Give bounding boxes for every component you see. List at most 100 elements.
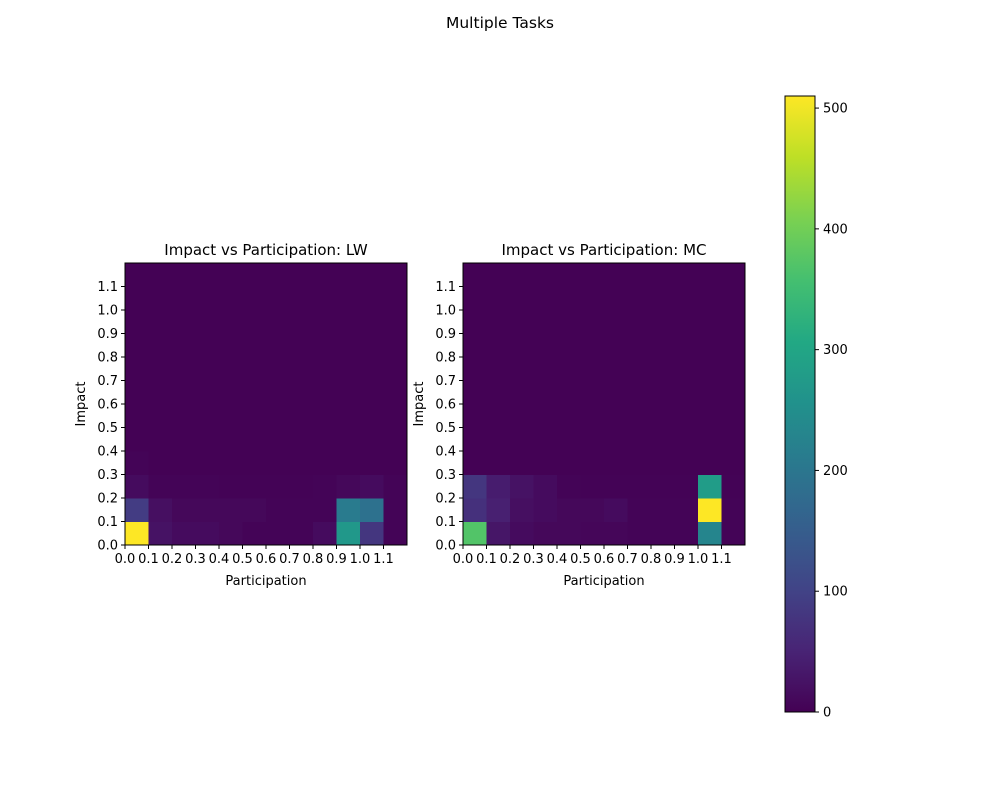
heatmap-cell: [627, 380, 652, 405]
heatmap-cell: [219, 333, 243, 358]
heatmap-cell: [510, 286, 534, 311]
heatmap-cell: [383, 310, 408, 334]
heatmap-cell: [360, 357, 384, 381]
heatmap-cell: [698, 333, 722, 358]
heatmap-cell: [721, 451, 746, 475]
heatmap-cell: [289, 310, 314, 334]
x-tick-label: 0.4: [209, 552, 230, 567]
heatmap-cell: [580, 474, 605, 499]
heatmap-cell: [627, 404, 652, 428]
x-tick-label: 0.9: [326, 552, 347, 567]
heatmap-cell: [721, 521, 746, 546]
heatmap-cell: [580, 333, 605, 358]
heatmap-cell: [651, 263, 675, 287]
heatmap-cell: [580, 286, 605, 311]
heatmap-cell: [721, 286, 746, 311]
heatmap-cell: [627, 498, 652, 522]
x-tick-label: 0.3: [185, 552, 206, 567]
heatmap-cell: [604, 286, 628, 311]
y-tick-label: 0.6: [97, 398, 118, 413]
heatmap-cell: [360, 380, 384, 405]
heatmap-cell: [242, 427, 267, 452]
heatmap-cell: [698, 263, 722, 287]
x-tick-label: 0.6: [594, 552, 615, 567]
heatmap-cell: [172, 333, 196, 358]
heatmap-cell: [148, 263, 173, 287]
y-axis-label: Impact: [412, 382, 427, 427]
heatmap-cell: [383, 427, 408, 452]
heatmap-cell: [242, 521, 267, 546]
heatmap-cell: [219, 286, 243, 311]
heatmap-cell: [698, 427, 722, 452]
heatmap-cell: [383, 521, 408, 546]
heatmap-cell: [627, 474, 652, 499]
heatmap-cell: [383, 263, 408, 287]
heatmap-cell: [674, 451, 699, 475]
heatmap-cell: [336, 357, 361, 381]
heatmap-cell: [360, 498, 384, 522]
y-tick-label: 0.2: [97, 492, 118, 507]
heatmap-cell: [219, 427, 243, 452]
heatmap-cell: [219, 380, 243, 405]
heatmap-cell: [266, 474, 290, 499]
heatmap-cell: [195, 451, 220, 475]
heatmap-cell: [289, 263, 314, 287]
heatmap-cell: [557, 451, 581, 475]
heatmap-cell: [463, 498, 487, 522]
x-tick-label: 0.5: [570, 552, 591, 567]
heatmap-cell: [383, 474, 408, 499]
x-tick-label: 0.2: [500, 552, 521, 567]
heatmap-cell: [651, 357, 675, 381]
y-tick-label: 1.0: [97, 304, 118, 319]
heatmap-cell: [242, 333, 267, 358]
heatmap-cell: [580, 498, 605, 522]
heatmap-cell: [463, 521, 487, 546]
heatmap-cell: [510, 333, 534, 358]
heatmap-cell: [721, 333, 746, 358]
heatmap-cell: [604, 521, 628, 546]
heatmap-cell: [125, 263, 149, 287]
heatmap-cell: [360, 263, 384, 287]
heatmap-cell: [148, 380, 173, 405]
heatmap-cell: [125, 310, 149, 334]
heatmap-cell: [698, 404, 722, 428]
x-tick-label: 0.2: [162, 552, 183, 567]
heatmap-cell: [557, 474, 581, 499]
heatmap-cell: [533, 427, 558, 452]
heatmap-cell: [360, 310, 384, 334]
heatmap-cell: [651, 286, 675, 311]
heatmap-cell: [674, 498, 699, 522]
heatmap-cell: [721, 427, 746, 452]
heatmap-cell: [289, 451, 314, 475]
heatmap-cell: [383, 286, 408, 311]
heatmap-cell: [698, 451, 722, 475]
heatmap-cell: [627, 451, 652, 475]
heatmap-cell: [313, 380, 337, 405]
heatmap-cell: [242, 310, 267, 334]
heatmap-cell: [533, 474, 558, 499]
heatmap-panel-1: Impact vs Participation: LW0.0 0.1 0.2 0.3 0…: [74, 241, 408, 589]
heatmap-cell: [125, 427, 149, 452]
heatmap-cell: [557, 498, 581, 522]
heatmap-cell: [313, 263, 337, 287]
heatmap-cell: [336, 310, 361, 334]
heatmap-cell: [383, 451, 408, 475]
heatmap-cell: [510, 451, 534, 475]
heatmap-cell: [486, 451, 511, 475]
heatmap-cell: [627, 521, 652, 546]
heatmap-cell: [195, 286, 220, 311]
heatmap-cell: [627, 286, 652, 311]
heatmap-cell: [463, 333, 487, 358]
heatmap-cell: [336, 474, 361, 499]
heatmap-cell: [557, 380, 581, 405]
colorbar-tick-label: 200: [823, 464, 848, 479]
heatmap-cell: [313, 357, 337, 381]
heatmap-cell: [698, 380, 722, 405]
heatmap-cell: [533, 521, 558, 546]
heatmap-cell: [172, 380, 196, 405]
heatmap-cell: [510, 357, 534, 381]
heatmap-cell: [510, 474, 534, 499]
heatmap-cell: [266, 310, 290, 334]
heatmap-cell: [313, 427, 337, 452]
x-tick-label: 0.1: [138, 552, 159, 567]
